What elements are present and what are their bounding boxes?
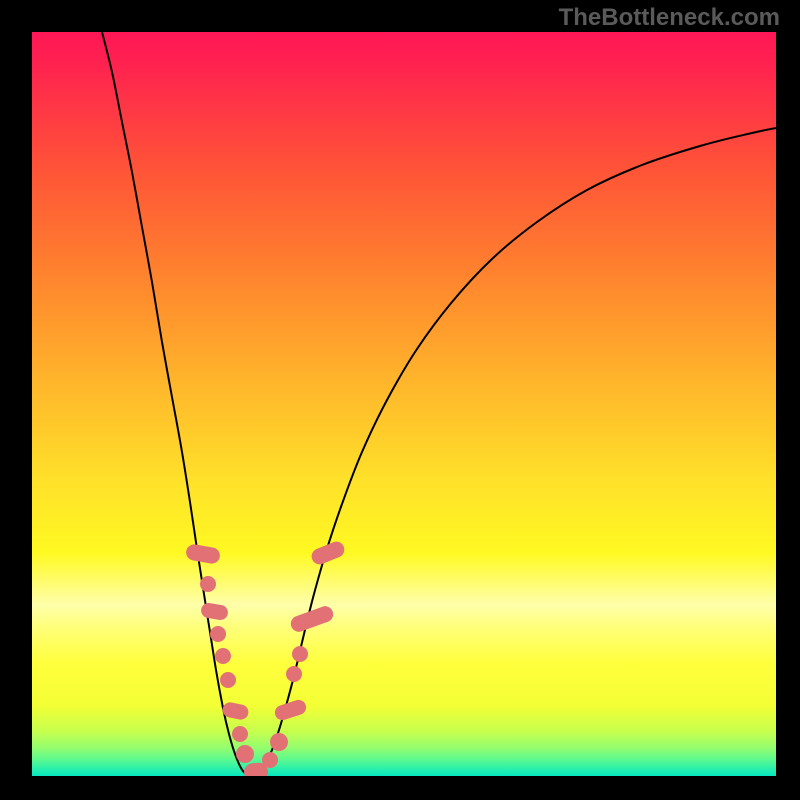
data-marker (200, 602, 229, 621)
data-marker (232, 726, 248, 742)
plot-area (32, 32, 776, 776)
data-marker (215, 648, 231, 664)
data-marker (210, 626, 226, 642)
data-markers (185, 539, 347, 776)
data-marker (289, 604, 336, 634)
bottleneck-curve-right (252, 128, 776, 776)
chart-container: TheBottleneck.com (0, 0, 800, 800)
data-marker (273, 698, 308, 722)
data-marker (286, 666, 302, 682)
data-marker (236, 745, 254, 763)
data-marker (185, 543, 221, 565)
curve-layer (32, 32, 776, 776)
bottleneck-curve-left (102, 32, 252, 776)
watermark-text: TheBottleneck.com (559, 4, 780, 32)
data-marker (270, 733, 288, 751)
data-marker (220, 672, 236, 688)
data-marker (292, 646, 308, 662)
data-marker (200, 576, 216, 592)
data-marker (262, 752, 278, 768)
